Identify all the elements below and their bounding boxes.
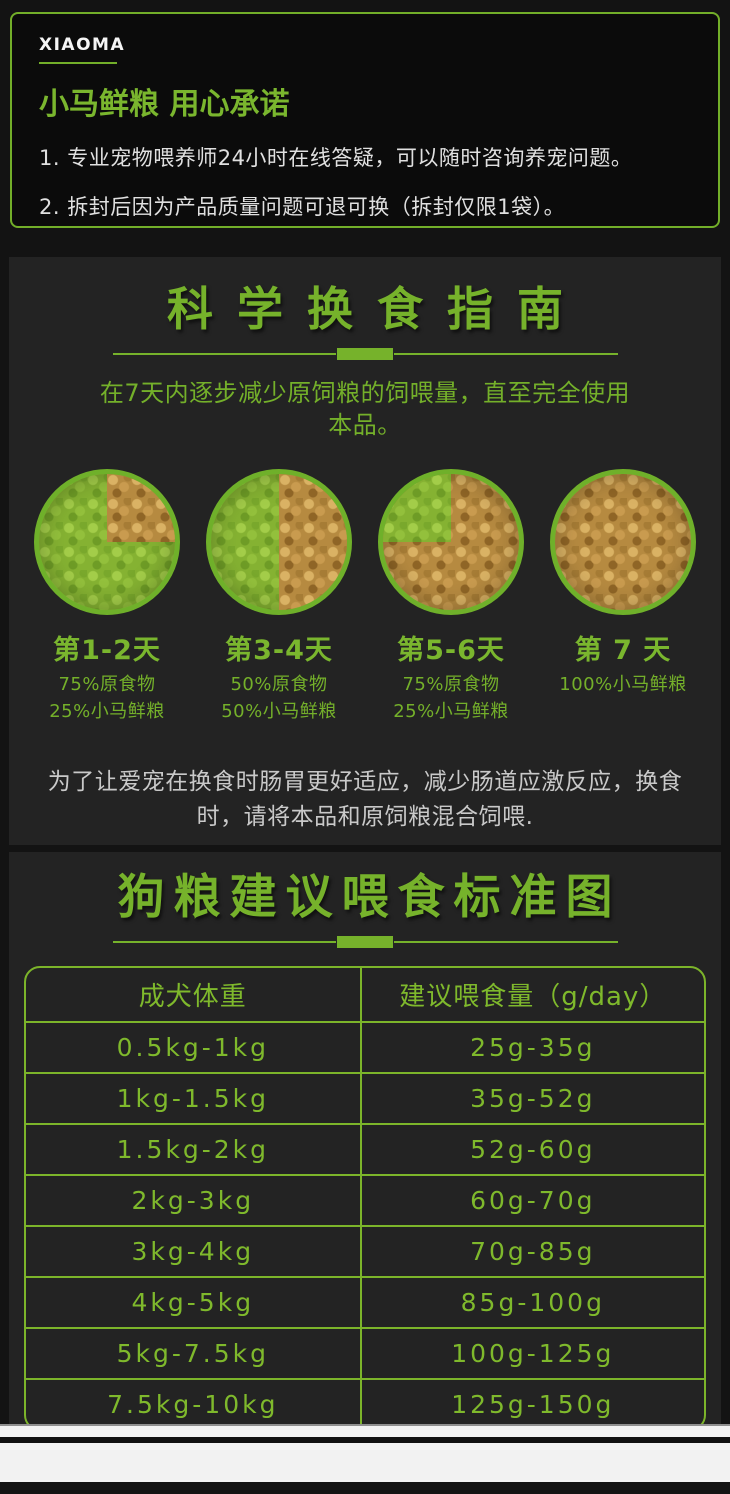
bottom-black-strip	[0, 1437, 730, 1443]
amount-cell: 100g-125g	[361, 1327, 704, 1378]
old-food-pct: 75%原食物	[58, 674, 156, 696]
feeding-table: 成犬体重 建议喂食量（g/day） 0.5kg-1kg 25g-35g 1kg-…	[24, 966, 706, 1432]
table-row: 1kg-1.5kg 35g-52g	[26, 1072, 704, 1124]
divider-block	[337, 347, 393, 360]
day-circles-row: 第1-2天 75%原食物 25%小马鲜粮 第3-4天 50%原食物 50%小马鲜…	[9, 469, 721, 725]
table-row: 4kg-5kg 85g-100g	[26, 1276, 704, 1328]
table-header-row: 成犬体重 建议喂食量（g/day）	[26, 968, 704, 1022]
day-percentages: 50%原食物 50%小马鲜粮	[221, 671, 337, 725]
promise-heading: 小马鲜粮 用心承诺	[39, 87, 290, 122]
promise-panel: XIAOMA 小马鲜粮 用心承诺 1. 专业宠物喂养师24小时在线答疑，可以随时…	[10, 12, 720, 228]
day-column-4: 第 7 天 100%小马鲜粮	[537, 469, 709, 725]
logo-underline	[39, 62, 117, 64]
brand-logo: XIAOMA	[39, 35, 126, 55]
divider-block	[337, 936, 393, 949]
table-row: 7.5kg-10kg 125g-150g	[26, 1378, 704, 1430]
day-percentages: 75%原食物 25%小马鲜粮	[393, 671, 509, 725]
divider-line	[112, 352, 336, 355]
table-row: 2kg-3kg 60g-70g	[26, 1174, 704, 1226]
amount-cell: 25g-35g	[361, 1021, 704, 1072]
divider-line	[112, 941, 336, 944]
new-food-pct: 50%小马鲜粮	[221, 701, 337, 723]
transition-guide-intro: 在7天内逐步减少原饲粮的饲喂量，直至完全使用本品。	[99, 378, 631, 439]
divider-line	[394, 941, 618, 944]
day-column-3: 第5-6天 75%原食物 25%小马鲜粮	[365, 469, 537, 725]
amount-cell: 85g-100g	[361, 1276, 704, 1327]
transition-guide-section: 科学换食指南 在7天内逐步减少原饲粮的饲喂量，直至完全使用本品。 第1-2天 7…	[9, 257, 721, 845]
new-food-pct: 25%小马鲜粮	[49, 701, 165, 723]
weight-cell: 7.5kg-10kg	[26, 1378, 362, 1430]
day-label: 第1-2天	[53, 635, 161, 667]
day-percentages: 100%小马鲜粮	[559, 671, 686, 698]
divider-line	[394, 352, 618, 355]
day-column-2: 第3-4天 50%原食物 50%小马鲜粮	[193, 469, 365, 725]
old-food-segment	[383, 474, 451, 543]
weight-cell: 1kg-1.5kg	[26, 1072, 362, 1124]
amount-cell: 35g-52g	[361, 1072, 704, 1123]
kibble-mix-circle-day1-2	[34, 469, 180, 616]
old-food-pct: 75%原食物	[402, 674, 500, 696]
new-food-segment	[107, 474, 175, 543]
divider	[112, 936, 618, 949]
day-label: 第5-6天	[397, 635, 505, 667]
amount-cell: 70g-85g	[361, 1225, 704, 1276]
weight-cell: 4kg-5kg	[26, 1276, 362, 1328]
column-header-amount: 建议喂食量（g/day）	[399, 982, 667, 1013]
feeding-chart-title: 狗粮建议喂食标准图	[117, 870, 622, 925]
new-food-pct: 25%小马鲜粮	[393, 701, 509, 723]
bottom-light-area	[0, 1443, 730, 1482]
promise-item-2: 2. 拆封后因为产品质量问题可退可换（拆封仅限1袋）。	[39, 195, 566, 219]
amount-cell: 52g-60g	[361, 1123, 704, 1174]
transition-guide-title: 科学换食指南	[167, 282, 587, 336]
new-food-pct: 100%小马鲜粮	[559, 674, 687, 696]
amount-cell: 60g-70g	[361, 1174, 704, 1225]
weight-cell: 0.5kg-1kg	[26, 1021, 362, 1073]
weight-cell: 2kg-3kg	[26, 1174, 362, 1226]
day-label: 第3-4天	[225, 635, 333, 667]
table-row: 0.5kg-1kg 25g-35g	[26, 1021, 704, 1073]
new-food-segment	[279, 474, 347, 611]
kibble-mix-circle-day5-6	[378, 469, 524, 616]
old-food-pct: 50%原食物	[230, 674, 328, 696]
bottom-gray-line	[0, 1424, 730, 1426]
kibble-mix-circle-day7	[550, 469, 696, 616]
table-row: 3kg-4kg 70g-85g	[26, 1225, 704, 1277]
transition-guide-note: 为了让爱宠在换食时肠胃更好适应，减少肠道应激反应，换食时，请将本品和原饲粮混合饲…	[47, 769, 683, 830]
day-label: 第 7 天	[574, 635, 672, 667]
column-header-weight: 成犬体重	[26, 968, 362, 1022]
weight-cell: 3kg-4kg	[26, 1225, 362, 1277]
amount-cell: 125g-150g	[361, 1378, 704, 1429]
feeding-chart-section: 狗粮建议喂食标准图 成犬体重 建议喂食量（g/day） 0.5kg-1kg 25…	[9, 852, 721, 1432]
bottom-white-strip	[0, 1426, 730, 1437]
day-column-1: 第1-2天 75%原食物 25%小马鲜粮	[21, 469, 193, 725]
divider	[112, 347, 618, 360]
promise-item-1: 1. 专业宠物喂养师24小时在线答疑，可以随时咨询养宠问题。	[39, 146, 633, 170]
weight-cell: 5kg-7.5kg	[26, 1327, 362, 1379]
table-row: 1.5kg-2kg 52g-60g	[26, 1123, 704, 1175]
weight-cell: 1.5kg-2kg	[26, 1123, 362, 1175]
kibble-mix-circle-day3-4	[206, 469, 352, 616]
table-row: 5kg-7.5kg 100g-125g	[26, 1327, 704, 1379]
day-percentages: 75%原食物 25%小马鲜粮	[49, 671, 165, 725]
